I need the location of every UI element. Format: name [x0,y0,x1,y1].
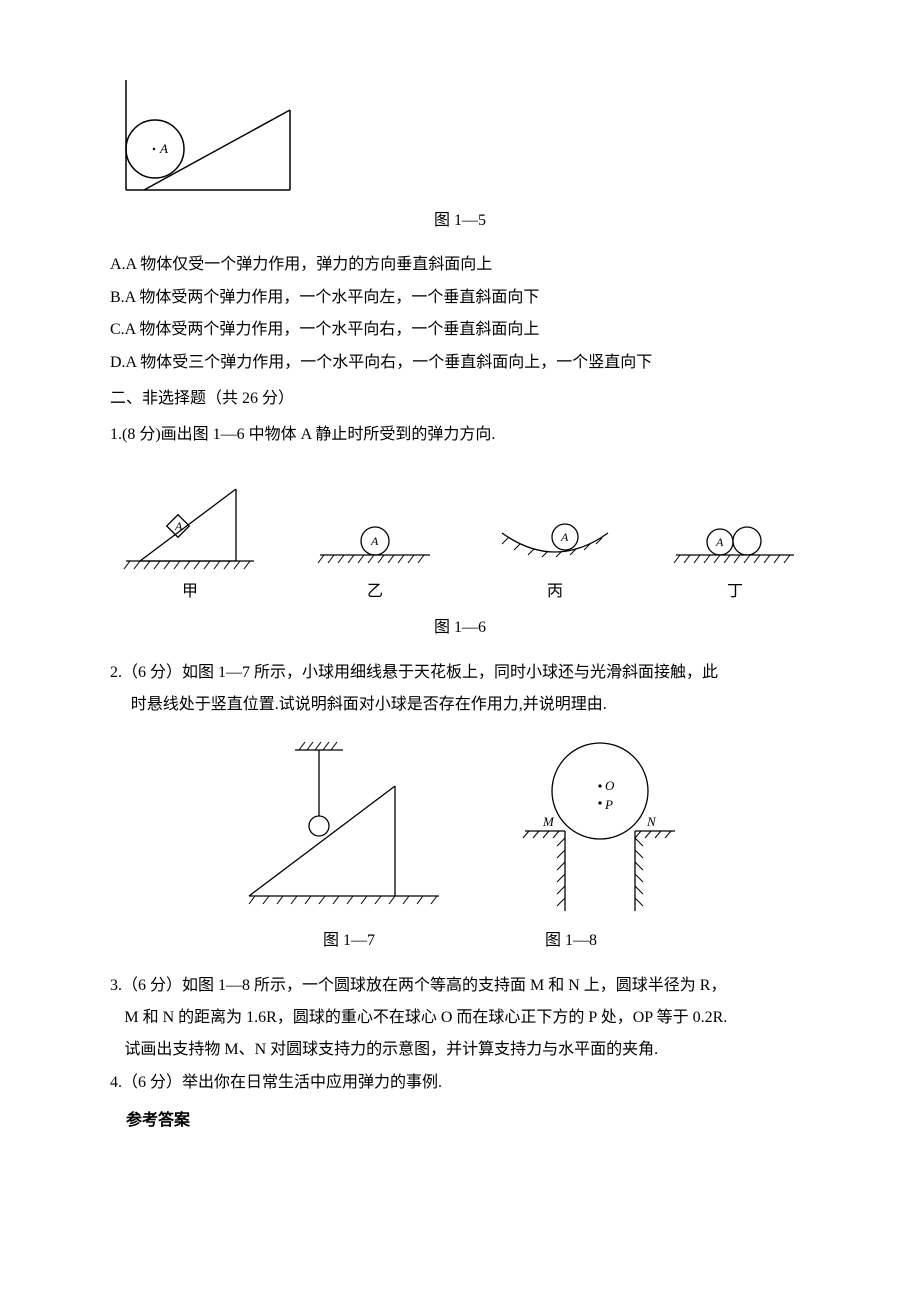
svg-text:A: A [715,535,724,549]
svg-text:A: A [174,519,183,533]
figure-1-5-label: A [159,141,168,156]
fig16-ding: A 丁 [670,511,800,607]
q4-text: 4.（6 分）举出你在日常生活中应用弹力的事例. [110,1068,810,1098]
q3-line2: M 和 N 的距离为 1.6R，圆球的重心不在球心 O 而在球心正下方的 P 处… [110,1003,810,1033]
choice-c: C.A 物体受两个弹力作用，一个水平向右，一个垂直斜面向上 [110,315,810,345]
choice-b-text: B.A 物体受两个弹力作用，一个水平向左，一个垂直斜面向下 [110,289,539,306]
figure-1-5: A [110,80,810,200]
choice-a: A.A 物体仅受一个弹力作用，弹力的方向垂直斜面向上 [110,250,810,280]
figure-1-8-svg: O P M N [515,736,685,916]
fig16-jia-label: 甲 [120,577,260,607]
choice-d: D.A 物体受三个弹力作用，一个水平向右，一个垂直斜面向上，一个竖直向下 [110,348,810,378]
svg-text:A: A [560,530,569,544]
answer-title: 参考答案 [126,1106,810,1136]
svg-text:O: O [605,778,615,793]
figure-1-5-caption: 图 1—5 [110,206,810,236]
fig16-ding-label: 丁 [670,577,800,607]
fig16-bing: A 丙 [490,511,620,607]
choice-d-text: D.A 物体受三个弹力作用，一个水平向右，一个垂直斜面向上，一个竖直向下 [110,354,652,371]
q2-line1: 2.（6 分）如图 1—7 所示，小球用细线悬于天花板上，同时小球还与光滑斜面接… [110,658,810,688]
figure-1-6-caption: 图 1—6 [110,613,810,643]
svg-text:M: M [542,814,555,829]
q3-line1: 3.（6 分）如图 1—8 所示，一个圆球放在两个等高的支持面 M 和 N 上，… [110,971,810,1001]
svg-text:P: P [604,797,613,812]
figure-1-6: A 甲 A 乙 [110,471,810,607]
fig16-jia: A 甲 [120,471,260,607]
q2-line2: 时悬线处于竖直位置.试说明斜面对小球是否存在作用力,并说明理由. [110,690,810,720]
fig16-yi-label: 乙 [310,577,440,607]
figure-1-7-caption: 图 1—7 [323,926,375,956]
choice-b: B.A 物体受两个弹力作用，一个水平向左，一个垂直斜面向下 [110,283,810,313]
figure-1-7-svg [235,736,455,916]
figure-1-8-caption: 图 1—8 [545,926,597,956]
fig16-yi: A 乙 [310,511,440,607]
svg-text:A: A [370,534,379,548]
figures-1-7-1-8: O P M N [110,736,810,916]
section-2-title: 二、非选择题（共 26 分） [110,384,810,414]
choice-a-text: A.A 物体仅受一个弹力作用，弹力的方向垂直斜面向上 [110,256,492,273]
choice-c-text: C.A 物体受两个弹力作用，一个水平向右，一个垂直斜面向上 [110,321,539,338]
fig16-bing-label: 丙 [490,577,620,607]
figure-1-5-svg: A [110,80,300,200]
svg-text:N: N [646,814,657,829]
q1-text: 1.(8 分)画出图 1—6 中物体 A 静止时所受到的弹力方向. [110,420,810,450]
q3-line3: 试画出支持物 M、N 对圆球支持力的示意图，并计算支持力与水平面的夹角. [110,1035,810,1065]
